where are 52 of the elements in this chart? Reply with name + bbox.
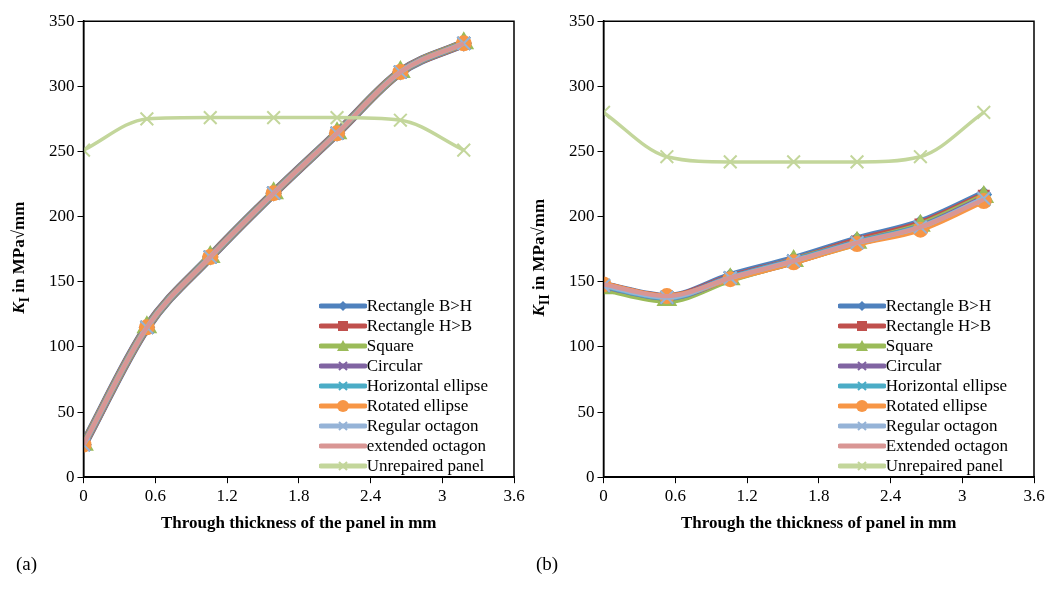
y-tick-label: 150 (569, 271, 595, 291)
x-tick-label: 0 (599, 485, 608, 505)
y-tick-label: 0 (66, 466, 75, 486)
y-tick-label: 300 (569, 75, 595, 95)
y-tick-label: 250 (569, 140, 595, 160)
x-tick-label: 1.2 (736, 485, 758, 505)
legend-label: Square (366, 336, 414, 356)
y-tick-label: 100 (569, 336, 595, 356)
legend-label: Horizontal ellipse (366, 376, 488, 396)
legend-label: Rectangle H>B (885, 316, 992, 336)
legend-label: Unrepaired panel (366, 456, 485, 476)
x-tick-label: 3.6 (1023, 485, 1045, 505)
legend-label: Regular octagon (885, 416, 998, 436)
y-tick-label: 350 (569, 10, 595, 30)
y-tick-label: 0 (586, 466, 595, 486)
legend-label: Rectangle B>H (885, 296, 992, 316)
legend-label: Horizontal ellipse (885, 376, 1008, 396)
x-tick-label: 1.8 (808, 485, 830, 505)
legend-label: Circular (366, 356, 423, 376)
y-tick-label: 50 (57, 401, 75, 421)
x-axis-title: Through thickness of the panel in mm (160, 513, 437, 533)
x-tick-label: 1.8 (288, 485, 310, 505)
legend-label: Rectangle B>H (366, 296, 473, 316)
y-tick-label: 50 (577, 401, 595, 421)
legend-label: Unrepaired panel (885, 456, 1004, 476)
x-tick-label: 3.6 (503, 485, 525, 505)
legend-label: Rotated ellipse (885, 396, 988, 416)
legend-label: Rotated ellipse (366, 396, 469, 416)
text: (a) (16, 553, 38, 575)
legend-label: Rectangle H>B (366, 316, 473, 336)
y-tick-label: 100 (49, 336, 75, 356)
y-tick-label: 350 (49, 10, 75, 30)
legend-label: Circular (885, 356, 942, 376)
x-tick-label: 0.6 (664, 485, 686, 505)
x-axis-title: Through the thickness of panel in mm (680, 513, 957, 533)
x-tick-label: 0.6 (144, 485, 166, 505)
x-tick-label: 0 (79, 485, 88, 505)
y-tick-label: 200 (569, 206, 595, 226)
x-tick-label: 2.4 (879, 485, 902, 505)
y-tick-label: 150 (49, 271, 75, 291)
x-tick-label: 1.2 (216, 485, 238, 505)
legend-label: Extended octagon (885, 436, 1008, 456)
x-tick-label: 2.4 (359, 485, 382, 505)
x-tick-label: 3 (958, 485, 967, 505)
y-tick-label: 200 (49, 206, 75, 226)
x-tick-label: 3 (438, 485, 447, 505)
text: (b) (536, 553, 559, 575)
y-tick-label: 250 (49, 140, 75, 160)
legend-label: Square (885, 336, 933, 356)
legend-label: extended octagon (366, 436, 487, 456)
y-tick-label: 300 (49, 75, 75, 95)
legend-label: Regular octagon (366, 416, 479, 436)
